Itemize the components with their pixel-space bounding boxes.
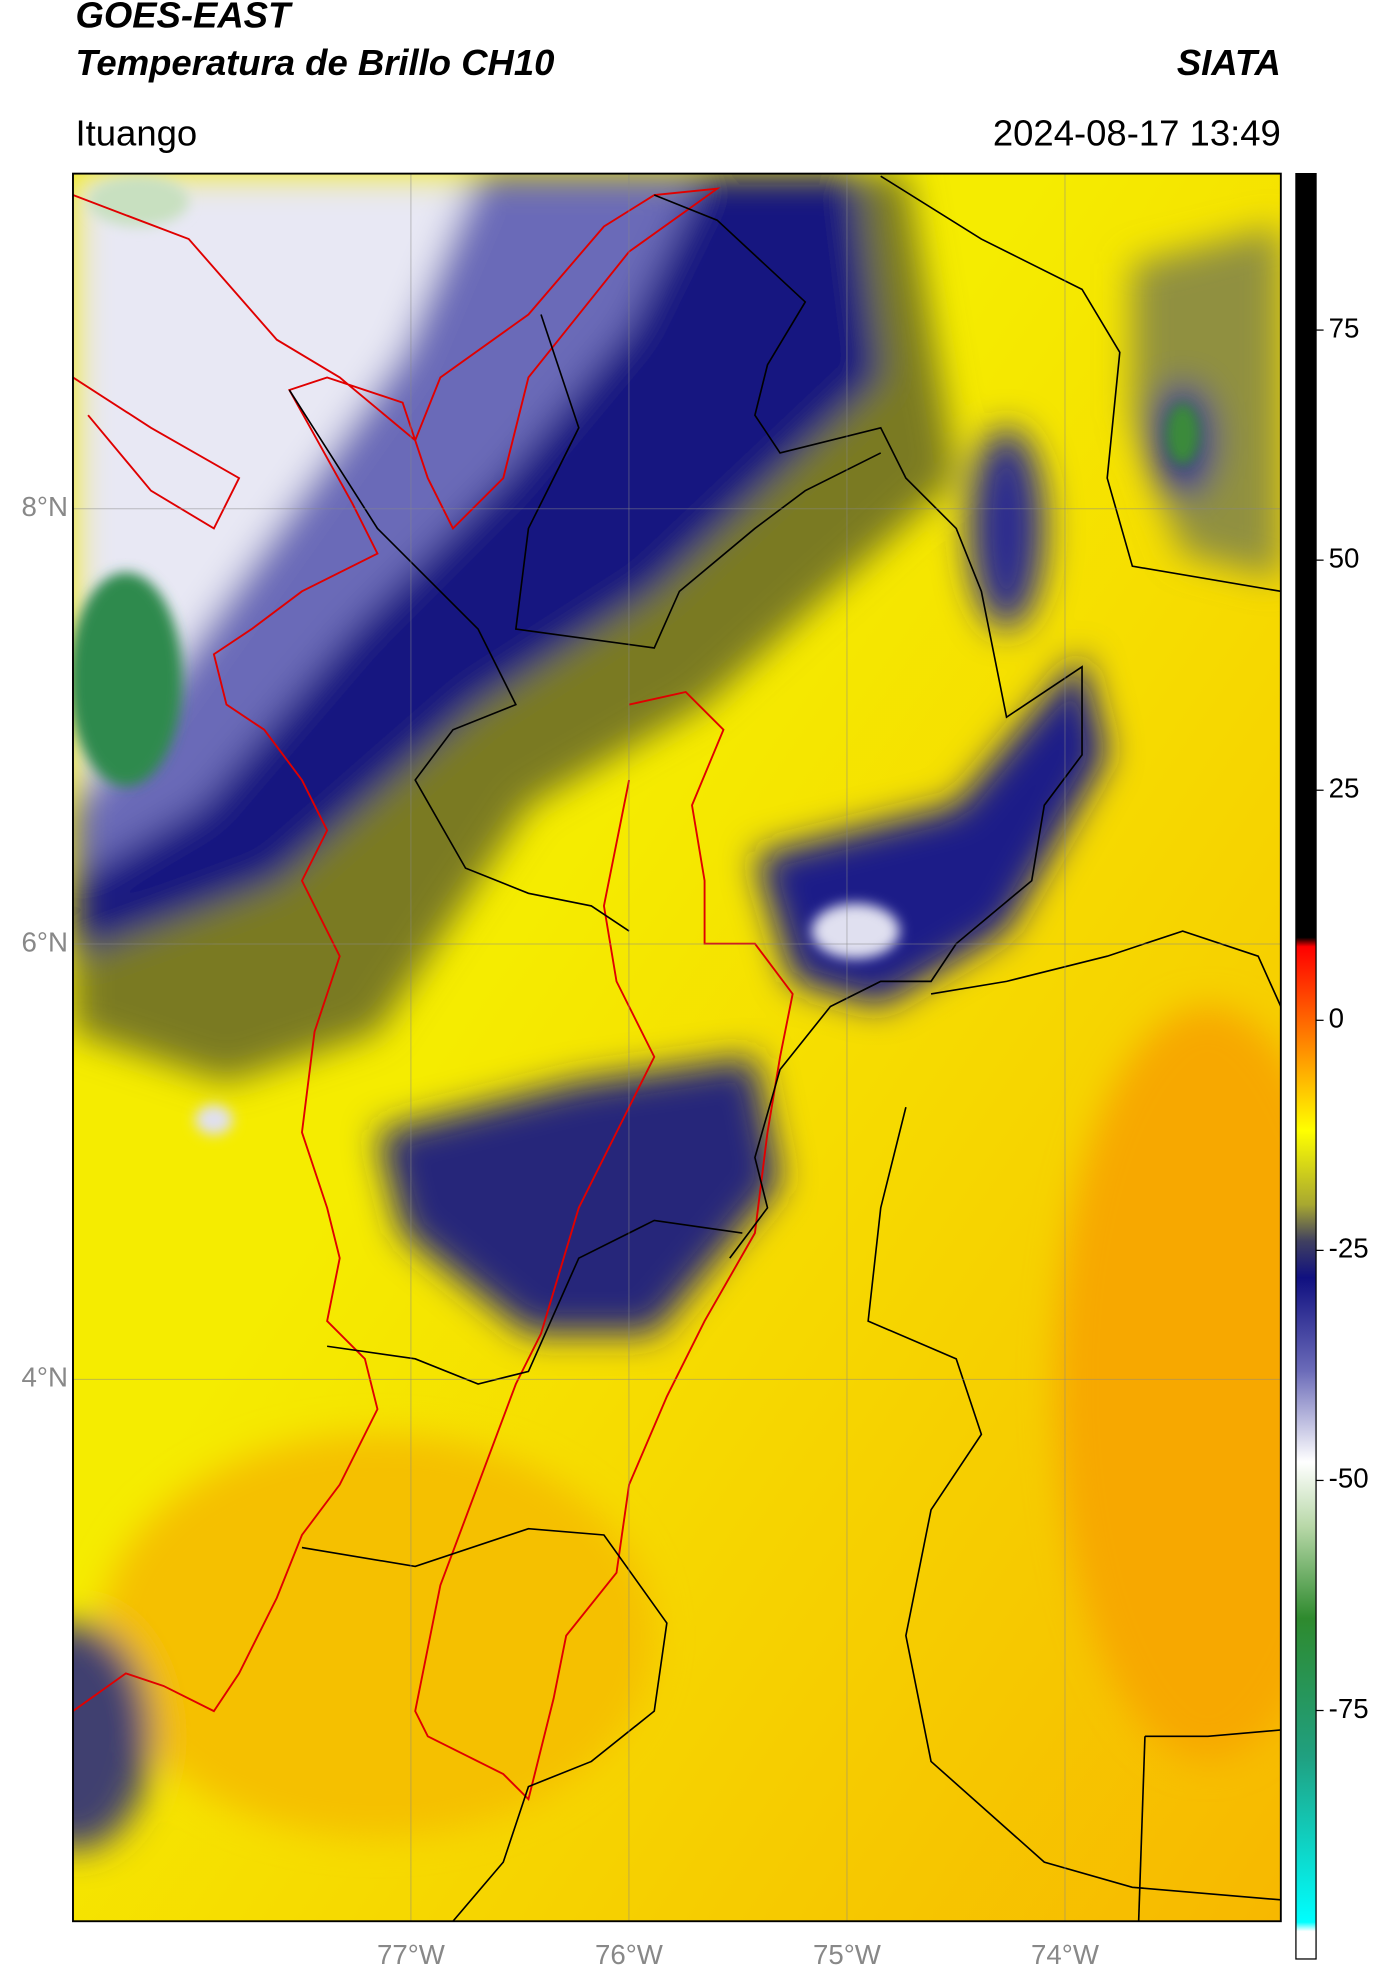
y-tick-label: 8°N: [22, 491, 68, 522]
colorbar-tick-label: -75: [1329, 1693, 1369, 1724]
colorbar: [1295, 172, 1317, 1960]
location: Ituango: [75, 113, 197, 154]
colorbar-tick-label: 50: [1329, 542, 1360, 573]
y-tick-label: 6°N: [22, 926, 68, 957]
colorbar-tick-label: 25: [1329, 773, 1360, 804]
colorbar-tick-label: -50: [1329, 1463, 1369, 1494]
map-field: [72, 173, 1281, 1922]
map-frame: [72, 172, 1282, 1923]
satellite: GOES-EAST: [75, 0, 293, 35]
product: Temperatura de Brillo CH10: [75, 42, 554, 83]
x-tick-label: 76°W: [595, 1939, 664, 1970]
y-tick-label: 4°N: [22, 1362, 68, 1393]
x-tick-label: 77°W: [377, 1939, 446, 1970]
colorbar-tick-label: -25: [1329, 1233, 1369, 1264]
timestamp: 2024-08-17 13:49: [993, 113, 1281, 154]
x-tick-label: 74°W: [1031, 1939, 1100, 1970]
colorbar-tick-label: 75: [1329, 312, 1360, 343]
colorbar-tick-label: 0: [1329, 1003, 1344, 1034]
source: SIATA: [1177, 42, 1281, 83]
x-tick-label: 75°W: [813, 1939, 882, 1970]
